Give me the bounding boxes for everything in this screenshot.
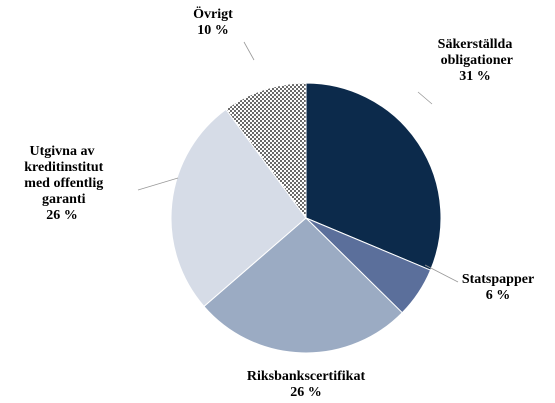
category-label: Säkerställda obligationer [437, 37, 513, 68]
category-label: Statspapper [462, 272, 534, 287]
value-label: 31 % [459, 69, 491, 84]
value-label: 6 % [486, 288, 511, 303]
pie [170, 82, 442, 354]
leader-line [137, 177, 179, 191]
leader-line [243, 41, 255, 61]
category-label: Utgivna av kreditinstitut med offentlig … [21, 144, 104, 207]
pie-slice [225, 82, 307, 220]
value-label: 26 % [46, 208, 78, 223]
leader-line [424, 264, 459, 283]
pie-slice [203, 217, 403, 354]
leader-line [417, 91, 433, 105]
value-label: 10 % [197, 23, 229, 38]
value-label: 26 % [290, 385, 322, 400]
pie-slice [170, 108, 307, 308]
category-label: Riksbankscertifikat [247, 369, 366, 384]
category-label: Övrigt [193, 5, 233, 22]
pie-slice [305, 82, 442, 271]
